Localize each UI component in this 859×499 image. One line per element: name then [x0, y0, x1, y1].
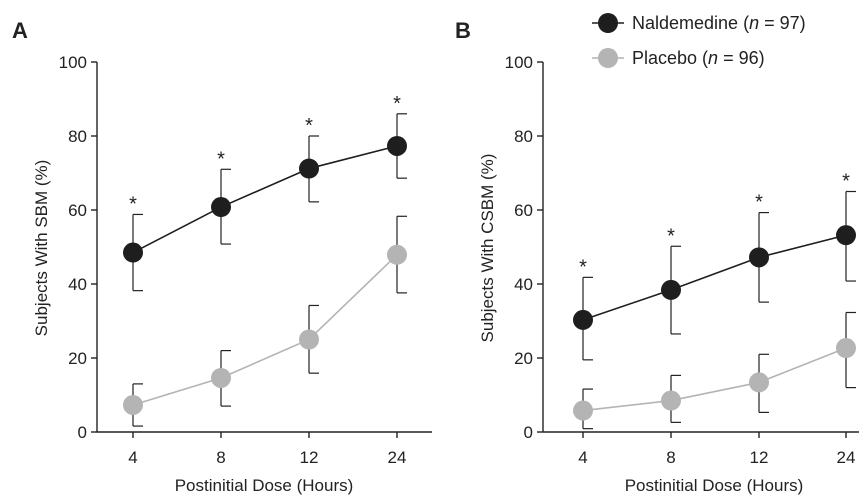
panel-b-plot: 0 20 40 60 80 100 4 8 12 24 * * * * [505, 53, 859, 467]
panel-a-y-tick-label: 80 [68, 127, 87, 146]
panel-a-x-tick-label: 12 [300, 448, 319, 467]
panel-a-placebo-point [211, 367, 231, 388]
panel-b-placebo-point [749, 372, 769, 393]
panel-a-significance-marker: * [129, 193, 137, 215]
legend-naldemedine-prefix: Naldemedine ( [632, 13, 749, 33]
panel-a-naldemedine-point [299, 158, 319, 179]
legend-placebo-marker [598, 48, 618, 68]
panel-a-placebo-point [123, 394, 143, 415]
panel-a-naldemedine-point [387, 135, 407, 156]
panel-b-y-tick-label: 80 [514, 127, 533, 146]
panel-b-series-placebo [573, 311, 856, 430]
panel-a-y-tick-label: 60 [68, 201, 87, 220]
panel-a: A 0 20 40 60 80 100 4 8 12 24 * * * * Postinitial Dos… [12, 18, 432, 495]
legend-naldemedine-suffix: = 97) [759, 13, 806, 33]
panel-a-x-axis-label: Postinitial Dose (Hours) [175, 476, 354, 495]
legend-placebo-label: Placebo (n = 96) [632, 48, 765, 68]
panel-b-naldemedine-point [573, 309, 593, 330]
panel-b-y-tick-label: 40 [514, 275, 533, 294]
panel-b-x-tick-label: 4 [578, 448, 587, 467]
legend-entry-placebo: Placebo (n = 96) [592, 48, 765, 68]
legend-naldemedine-label: Naldemedine (n = 97) [632, 13, 806, 33]
panel-b-y-axis-label: Subjects With CSBM (%) [478, 154, 497, 343]
panel-b-x-tick-label: 12 [750, 448, 769, 467]
panel-a-significance-marker: * [305, 115, 313, 137]
panel-b-x-tick-label: 24 [837, 448, 856, 467]
panel-a-x-tick-label: 4 [128, 448, 137, 467]
panel-b-naldemedine-point [661, 279, 681, 300]
panel-a-y-tick-label: 0 [78, 423, 87, 442]
panel-a-x-tick-label: 24 [388, 448, 407, 467]
panel-a-significance-marker: * [393, 93, 401, 115]
panel-b-series-naldemedine [573, 190, 856, 361]
panel-b-placebo-point [836, 338, 856, 359]
panel-b-x-tick-label: 8 [666, 448, 675, 467]
panel-b-significance-marker: * [579, 256, 587, 278]
panel-a-x-tick-label: 8 [216, 448, 225, 467]
panel-a-naldemedine-point [123, 242, 143, 263]
panel-a-placebo-point [299, 329, 319, 350]
panel-b-x-axis-label: Postinitial Dose (Hours) [625, 476, 804, 495]
panel-a-y-tick-label: 20 [68, 349, 87, 368]
panel-a-naldemedine-line [132, 145, 398, 254]
panel-b-significance-marker: * [667, 225, 675, 247]
panel-b-naldemedine-line [582, 234, 847, 321]
panel-b-y-tick-label: 100 [505, 53, 533, 72]
panel-b-placebo-point [573, 400, 593, 421]
panel-b: B 0 20 40 60 80 100 4 8 12 24 * * * * Postinitial Dos… [455, 18, 859, 495]
panel-a-naldemedine-point [211, 197, 231, 218]
legend-naldemedine-n: n [749, 13, 759, 33]
panel-b-naldemedine-point [749, 247, 769, 268]
panel-b-y-tick-label: 60 [514, 201, 533, 220]
panel-a-series-placebo [123, 215, 407, 427]
legend: Naldemedine (n = 97) Placebo (n = 96) [592, 13, 806, 68]
panel-a-placebo-point [387, 244, 407, 265]
panel-a-significance-marker: * [217, 148, 225, 170]
panel-b-naldemedine-point [836, 225, 856, 246]
panel-a-placebo-line [132, 254, 398, 406]
panel-b-significance-marker: * [755, 192, 763, 214]
panel-b-significance-marker: * [842, 171, 850, 193]
legend-placebo-suffix: = 96) [718, 48, 765, 68]
panel-b-y-tick-label: 20 [514, 349, 533, 368]
panel-a-y-tick-label: 100 [59, 53, 87, 72]
legend-placebo-prefix: Placebo ( [632, 48, 708, 68]
legend-naldemedine-marker [598, 13, 618, 33]
legend-entry-naldemedine: Naldemedine (n = 97) [592, 13, 806, 33]
panel-a-plot: 0 20 40 60 80 100 4 8 12 24 * * * * [59, 53, 432, 467]
panel-b-placebo-line [582, 347, 847, 412]
panel-a-y-tick-label: 40 [68, 275, 87, 294]
panel-a-letter: A [12, 18, 28, 43]
panel-b-placebo-point [661, 390, 681, 411]
panel-a-y-axis-label: Subjects With SBM (%) [32, 160, 51, 337]
panel-a-series-naldemedine [123, 113, 407, 292]
panel-b-letter: B [455, 18, 471, 43]
legend-placebo-n: n [708, 48, 718, 68]
panel-b-y-tick-label: 0 [524, 423, 533, 442]
